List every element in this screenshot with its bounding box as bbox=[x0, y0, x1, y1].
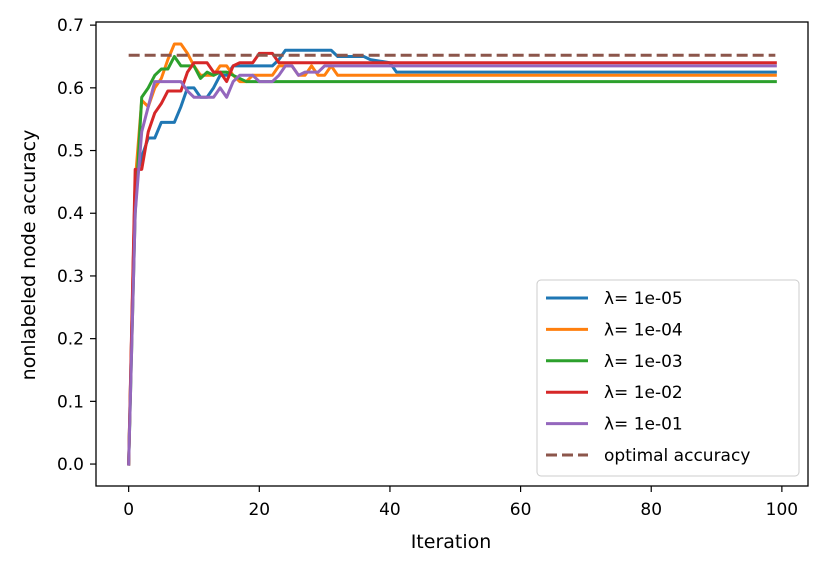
plot-area bbox=[95, 21, 809, 487]
legend-label: λ= 1e-05 bbox=[604, 289, 683, 309]
legend-label: λ= 1e-02 bbox=[604, 383, 683, 403]
plot-frame bbox=[95, 21, 809, 487]
x-axis: 0 20 40 60 80 100 bbox=[123, 486, 798, 520]
series-line-4 bbox=[127, 51, 777, 466]
x-tick-label: 0 bbox=[123, 500, 134, 520]
x-tick-label: 60 bbox=[510, 500, 532, 520]
x-tick-label: 20 bbox=[248, 500, 270, 520]
y-tick-label: 0.3 bbox=[57, 267, 84, 287]
y-tick-label: 0.2 bbox=[57, 330, 84, 350]
legend-label: λ= 1e-03 bbox=[604, 352, 683, 372]
legend: λ= 1e-05 λ= 1e-04 λ= 1e-03 λ= 1e-02 λ= 1e-01… bbox=[536, 279, 800, 477]
x-axis-label: Iteration bbox=[411, 531, 492, 553]
y-axis: 0.0 0.1 0.2 0.3 0.4 0.5 0.6 0.7 bbox=[57, 16, 96, 475]
y-tick-label: 0.7 bbox=[57, 16, 84, 36]
y-tick-label: 0.6 bbox=[57, 79, 84, 99]
series-line-5 bbox=[127, 64, 777, 466]
legend-label: λ= 1e-01 bbox=[604, 415, 683, 435]
y-tick-label: 0.4 bbox=[57, 204, 84, 224]
x-tick-label: 80 bbox=[640, 500, 662, 520]
y-tick-label: 0.1 bbox=[57, 392, 84, 412]
legend-label: optimal accuracy bbox=[604, 446, 750, 466]
y-axis-label: nonlabeled node accuracy bbox=[18, 130, 40, 381]
x-tick-label: 100 bbox=[766, 500, 798, 520]
y-tick-label: 0.5 bbox=[57, 142, 84, 162]
x-tick-label: 40 bbox=[379, 500, 401, 520]
legend-box bbox=[536, 279, 800, 477]
y-tick-label: 0.0 bbox=[57, 455, 84, 475]
legend-label: λ= 1e-04 bbox=[604, 320, 683, 340]
